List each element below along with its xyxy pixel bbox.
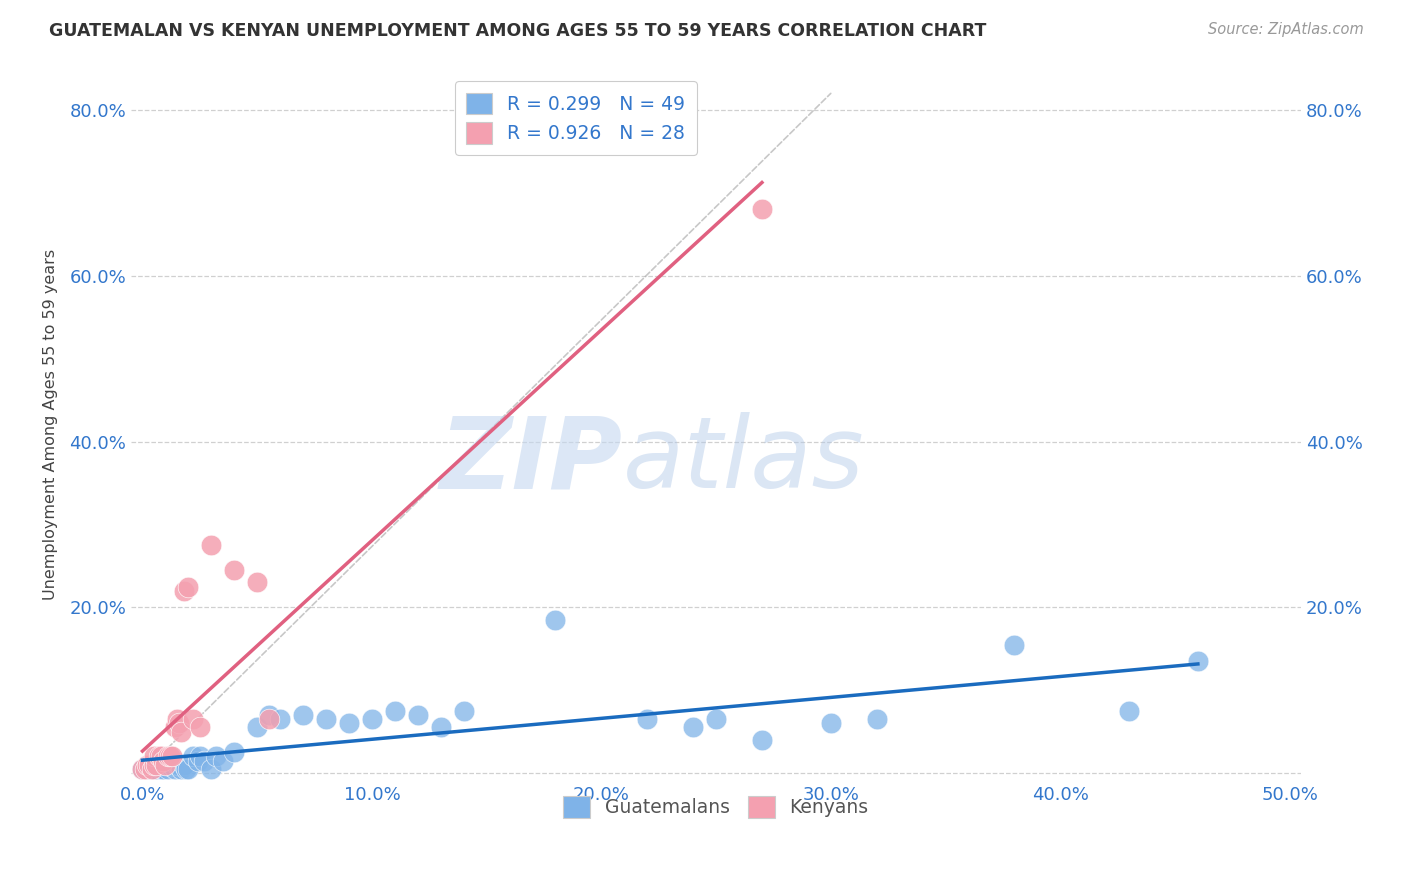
Point <box>162 757 184 772</box>
Point <box>156 762 179 776</box>
Point <box>166 712 188 726</box>
Point <box>188 721 211 735</box>
Point <box>406 708 429 723</box>
Point <box>159 759 181 773</box>
Point <box>257 708 280 723</box>
Text: atlas: atlas <box>623 412 865 509</box>
Point <box>453 704 475 718</box>
Text: GUATEMALAN VS KENYAN UNEMPLOYMENT AMONG AGES 55 TO 59 YEARS CORRELATION CHART: GUATEMALAN VS KENYAN UNEMPLOYMENT AMONG … <box>49 22 987 40</box>
Point <box>224 745 246 759</box>
Point <box>636 712 658 726</box>
Point <box>152 754 174 768</box>
Point <box>138 762 160 776</box>
Point <box>152 762 174 776</box>
Point <box>384 704 406 718</box>
Point <box>145 762 167 776</box>
Point <box>200 538 222 552</box>
Point <box>173 583 195 598</box>
Point <box>292 708 315 723</box>
Point <box>181 712 204 726</box>
Point <box>211 754 233 768</box>
Point <box>315 712 337 726</box>
Point <box>170 724 193 739</box>
Point <box>134 762 156 776</box>
Point <box>186 754 208 768</box>
Point <box>141 759 163 773</box>
Point <box>429 721 451 735</box>
Point <box>156 749 179 764</box>
Point <box>751 202 773 217</box>
Point <box>142 762 165 776</box>
Point <box>145 757 167 772</box>
Point <box>174 762 197 776</box>
Text: ZIP: ZIP <box>440 412 623 509</box>
Point <box>170 762 193 776</box>
Text: Source: ZipAtlas.com: Source: ZipAtlas.com <box>1208 22 1364 37</box>
Point <box>136 757 159 772</box>
Point <box>257 712 280 726</box>
Point <box>544 613 567 627</box>
Point <box>131 762 153 776</box>
Point <box>188 749 211 764</box>
Point <box>155 757 177 772</box>
Point <box>246 721 269 735</box>
Point <box>166 757 188 772</box>
Point <box>173 757 195 772</box>
Point <box>820 716 842 731</box>
Point <box>1118 704 1140 718</box>
Point <box>177 762 200 776</box>
Point <box>141 762 163 776</box>
Y-axis label: Unemployment Among Ages 55 to 59 years: Unemployment Among Ages 55 to 59 years <box>44 250 58 600</box>
Point <box>142 749 165 764</box>
Point <box>224 563 246 577</box>
Point <box>162 749 184 764</box>
Point <box>1187 654 1209 668</box>
Point <box>142 757 165 772</box>
Point <box>155 757 177 772</box>
Point <box>167 716 190 731</box>
Point <box>337 716 360 731</box>
Point <box>163 762 186 776</box>
Point <box>751 732 773 747</box>
Point <box>269 712 291 726</box>
Point <box>704 712 727 726</box>
Point <box>682 721 704 735</box>
Point <box>148 757 170 772</box>
Point <box>246 575 269 590</box>
Legend: Guatemalans, Kenyans: Guatemalans, Kenyans <box>555 789 876 825</box>
Point <box>149 749 172 764</box>
Point <box>193 754 215 768</box>
Point <box>159 749 181 764</box>
Point <box>131 762 153 776</box>
Point <box>205 749 228 764</box>
Point <box>1002 638 1025 652</box>
Point <box>138 757 160 772</box>
Point <box>149 762 172 776</box>
Point <box>200 762 222 776</box>
Point <box>148 749 170 764</box>
Point <box>360 712 382 726</box>
Point <box>167 757 190 772</box>
Point <box>163 721 186 735</box>
Point <box>866 712 889 726</box>
Point <box>177 580 200 594</box>
Point <box>136 762 159 776</box>
Point <box>181 749 204 764</box>
